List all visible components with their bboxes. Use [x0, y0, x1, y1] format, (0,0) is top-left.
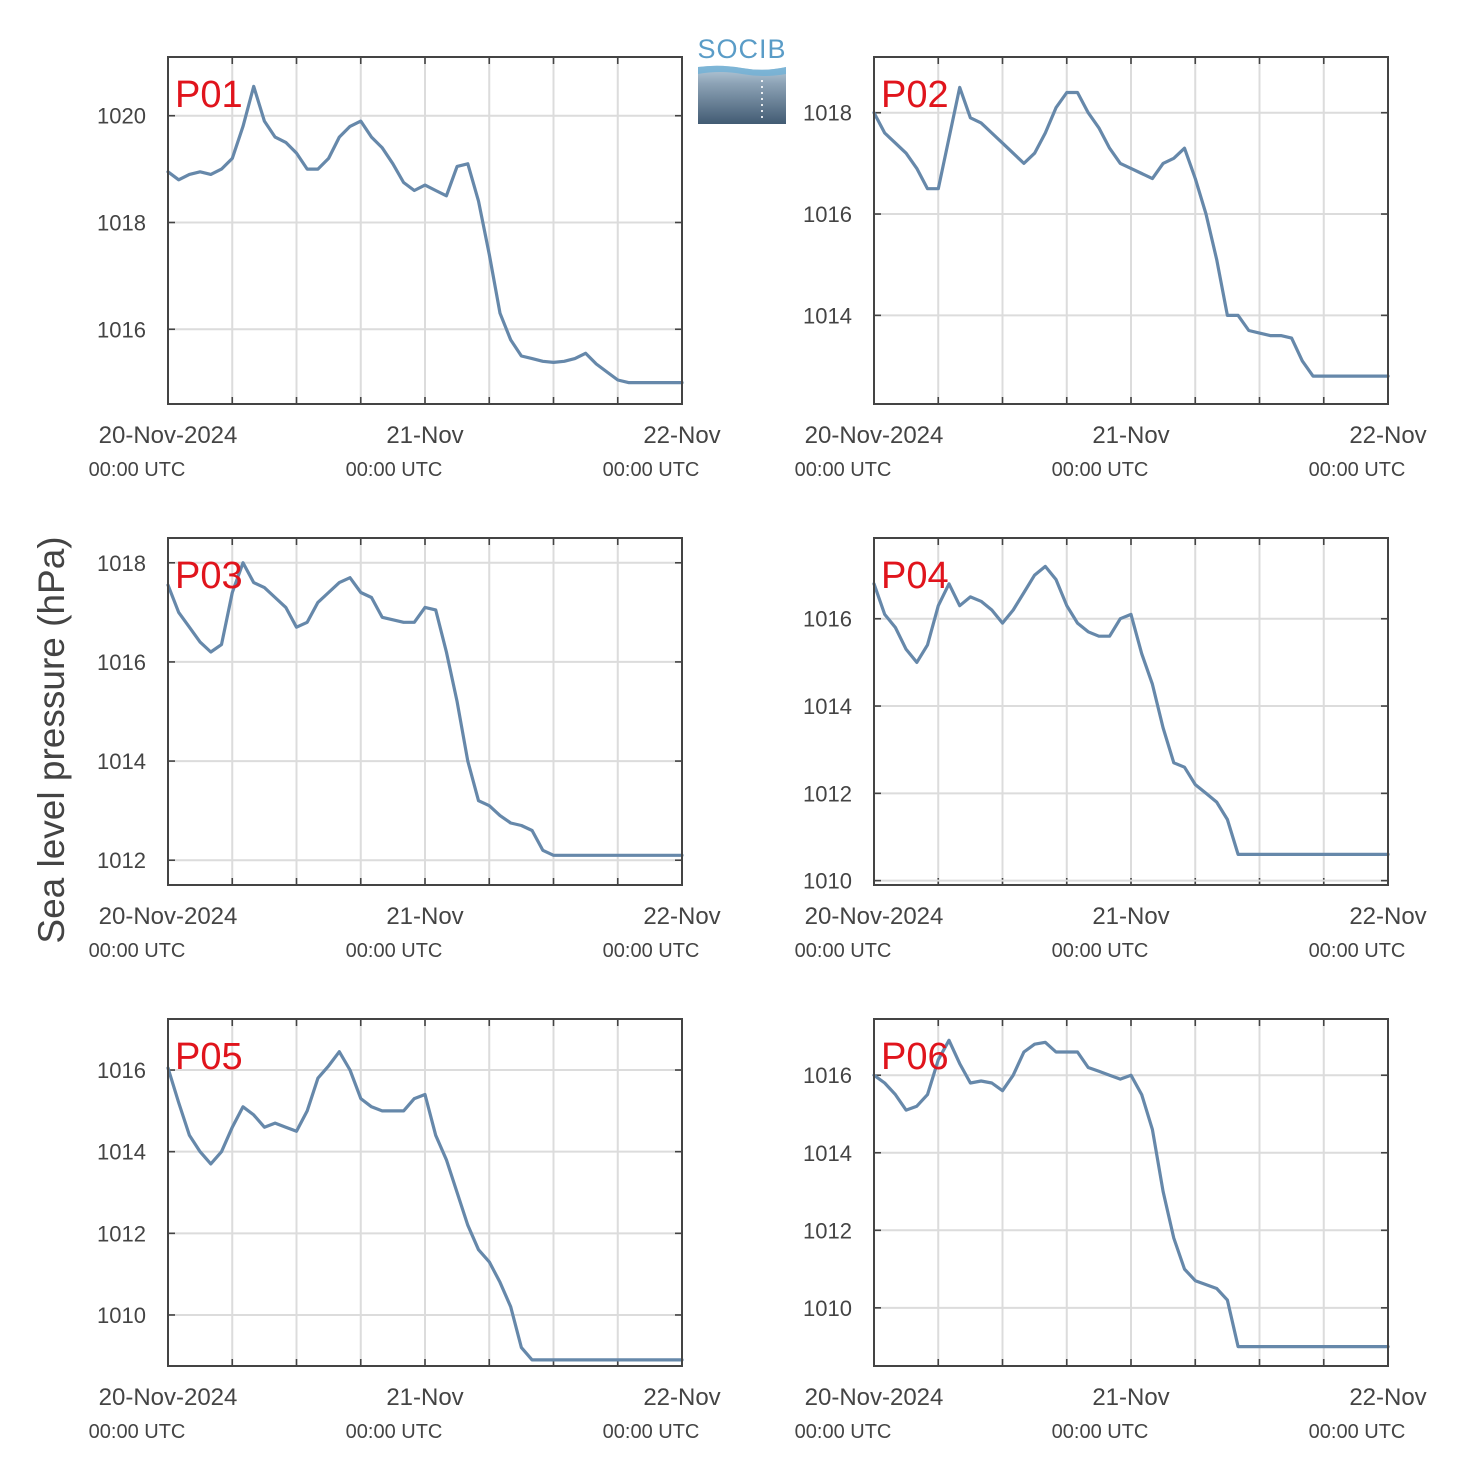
- y-tick-label: 1012: [803, 1218, 852, 1243]
- x-tick-label: 20-Nov-2024: [99, 422, 238, 449]
- x-tick-sublabel: 00:00 UTC: [346, 459, 443, 481]
- x-tick-label: 20-Nov-2024: [805, 1384, 944, 1411]
- socib-logo: SOCIB: [697, 34, 787, 126]
- y-tick-label: 1010: [803, 869, 852, 894]
- x-tick-label: 22-Nov: [643, 903, 720, 930]
- x-tick-label: 20-Nov-2024: [805, 903, 944, 930]
- x-tick-sublabel: 00:00 UTC: [603, 940, 700, 962]
- y-tick-label: 1016: [97, 1058, 146, 1083]
- y-tick-label: 1014: [97, 749, 146, 774]
- x-tick-label: 22-Nov: [643, 422, 720, 449]
- x-tick-label: 21-Nov: [386, 1384, 463, 1411]
- x-tick-sublabel: 00:00 UTC: [89, 1421, 186, 1443]
- y-tick-label: 1010: [97, 1303, 146, 1328]
- x-tick-sublabel: 00:00 UTC: [795, 1421, 892, 1443]
- x-tick-sublabel: 00:00 UTC: [1309, 1421, 1406, 1443]
- y-tick-label: 1012: [97, 1221, 146, 1246]
- plot-frame: [873, 56, 1389, 405]
- series-line: [166, 84, 684, 385]
- chart-panel-p06: 1010 1012 1014 1016 P06 20-Nov-2024 00:00 UTC 2…: [795, 1018, 1427, 1443]
- series-line: [872, 564, 1390, 856]
- series-line: [872, 85, 1390, 378]
- panel-label: P03: [175, 555, 243, 597]
- chart-panel-p03: 1012 1014 1016 1018 P03 20-Nov-2024 00:00 UTC 2…: [89, 537, 721, 962]
- x-tick-label: 22-Nov: [1349, 422, 1426, 449]
- y-tick-label: 1016: [803, 1063, 852, 1088]
- chart-panel-p02: 1014 1016 1018 P02 20-Nov-2024 00:00 UTC 21-No…: [795, 56, 1427, 481]
- panel-label: P05: [175, 1036, 243, 1078]
- y-tick-label: 1016: [97, 650, 146, 675]
- y-tick-label: 1014: [803, 694, 852, 719]
- y-axis-label: Sea level pressure (hPa): [31, 536, 72, 944]
- x-tick-sublabel: 00:00 UTC: [603, 459, 700, 481]
- x-tick-sublabel: 00:00 UTC: [1309, 459, 1406, 481]
- x-tick-sublabel: 00:00 UTC: [346, 940, 443, 962]
- x-tick-label: 21-Nov: [386, 422, 463, 449]
- plot-frame: [167, 537, 683, 886]
- x-tick-label: 21-Nov: [1092, 422, 1169, 449]
- y-tick-label: 1016: [803, 607, 852, 632]
- x-tick-sublabel: 00:00 UTC: [1052, 459, 1149, 481]
- series-line: [872, 1038, 1390, 1349]
- y-tick-label: 1012: [803, 781, 852, 806]
- panel-label: P01: [175, 74, 243, 116]
- plot-frame: [873, 1018, 1389, 1367]
- x-tick-label: 20-Nov-2024: [99, 903, 238, 930]
- y-tick-label: 1012: [97, 848, 146, 873]
- x-tick-label: 20-Nov-2024: [99, 1384, 238, 1411]
- x-tick-label: 22-Nov: [1349, 903, 1426, 930]
- chart-panel-p05: 1010 1012 1014 1016 P05 20-Nov-2024 00:00 UTC 2…: [89, 1018, 721, 1443]
- x-tick-sublabel: 00:00 UTC: [89, 459, 186, 481]
- logo-text: SOCIB: [697, 34, 787, 64]
- panel-label: P04: [881, 555, 949, 597]
- y-tick-label: 1014: [803, 1141, 852, 1166]
- logo-wave-icon: [698, 65, 786, 124]
- y-tick-label: 1020: [97, 104, 146, 129]
- x-tick-label: 21-Nov: [1092, 903, 1169, 930]
- y-tick-label: 1016: [803, 202, 852, 227]
- x-tick-sublabel: 00:00 UTC: [795, 940, 892, 962]
- x-tick-label: 21-Nov: [386, 903, 463, 930]
- x-tick-label: 21-Nov: [1092, 1384, 1169, 1411]
- y-tick-label: 1018: [97, 551, 146, 576]
- x-tick-label: 22-Nov: [643, 1384, 720, 1411]
- plot-frame: [873, 537, 1389, 886]
- panel-label: P06: [881, 1036, 949, 1078]
- panel-label: P02: [881, 74, 949, 116]
- series-line: [166, 1050, 684, 1362]
- x-tick-sublabel: 00:00 UTC: [795, 459, 892, 481]
- x-tick-sublabel: 00:00 UTC: [603, 1421, 700, 1443]
- y-tick-label: 1014: [97, 1140, 146, 1165]
- y-tick-label: 1010: [803, 1296, 852, 1321]
- x-tick-sublabel: 00:00 UTC: [1052, 1421, 1149, 1443]
- x-tick-sublabel: 00:00 UTC: [346, 1421, 443, 1443]
- x-tick-sublabel: 00:00 UTC: [1052, 940, 1149, 962]
- x-tick-sublabel: 00:00 UTC: [89, 940, 186, 962]
- y-tick-label: 1016: [97, 317, 146, 342]
- y-tick-label: 1018: [97, 210, 146, 235]
- x-tick-label: 20-Nov-2024: [805, 422, 944, 449]
- plot-frame: [167, 56, 683, 405]
- x-tick-label: 22-Nov: [1349, 1384, 1426, 1411]
- y-tick-label: 1018: [803, 101, 852, 126]
- x-tick-sublabel: 00:00 UTC: [1309, 940, 1406, 962]
- chart-panel-p04: 1010 1012 1014 1016 P04 20-Nov-2024 00:00 UTC 2…: [795, 537, 1427, 962]
- series-line: [166, 561, 684, 857]
- plot-frame: [167, 1018, 683, 1367]
- chart-panel-p01: 1016 1018 1020 P01 20-Nov-2024 00:00 UTC 21-No…: [89, 56, 721, 481]
- y-tick-label: 1014: [803, 303, 852, 328]
